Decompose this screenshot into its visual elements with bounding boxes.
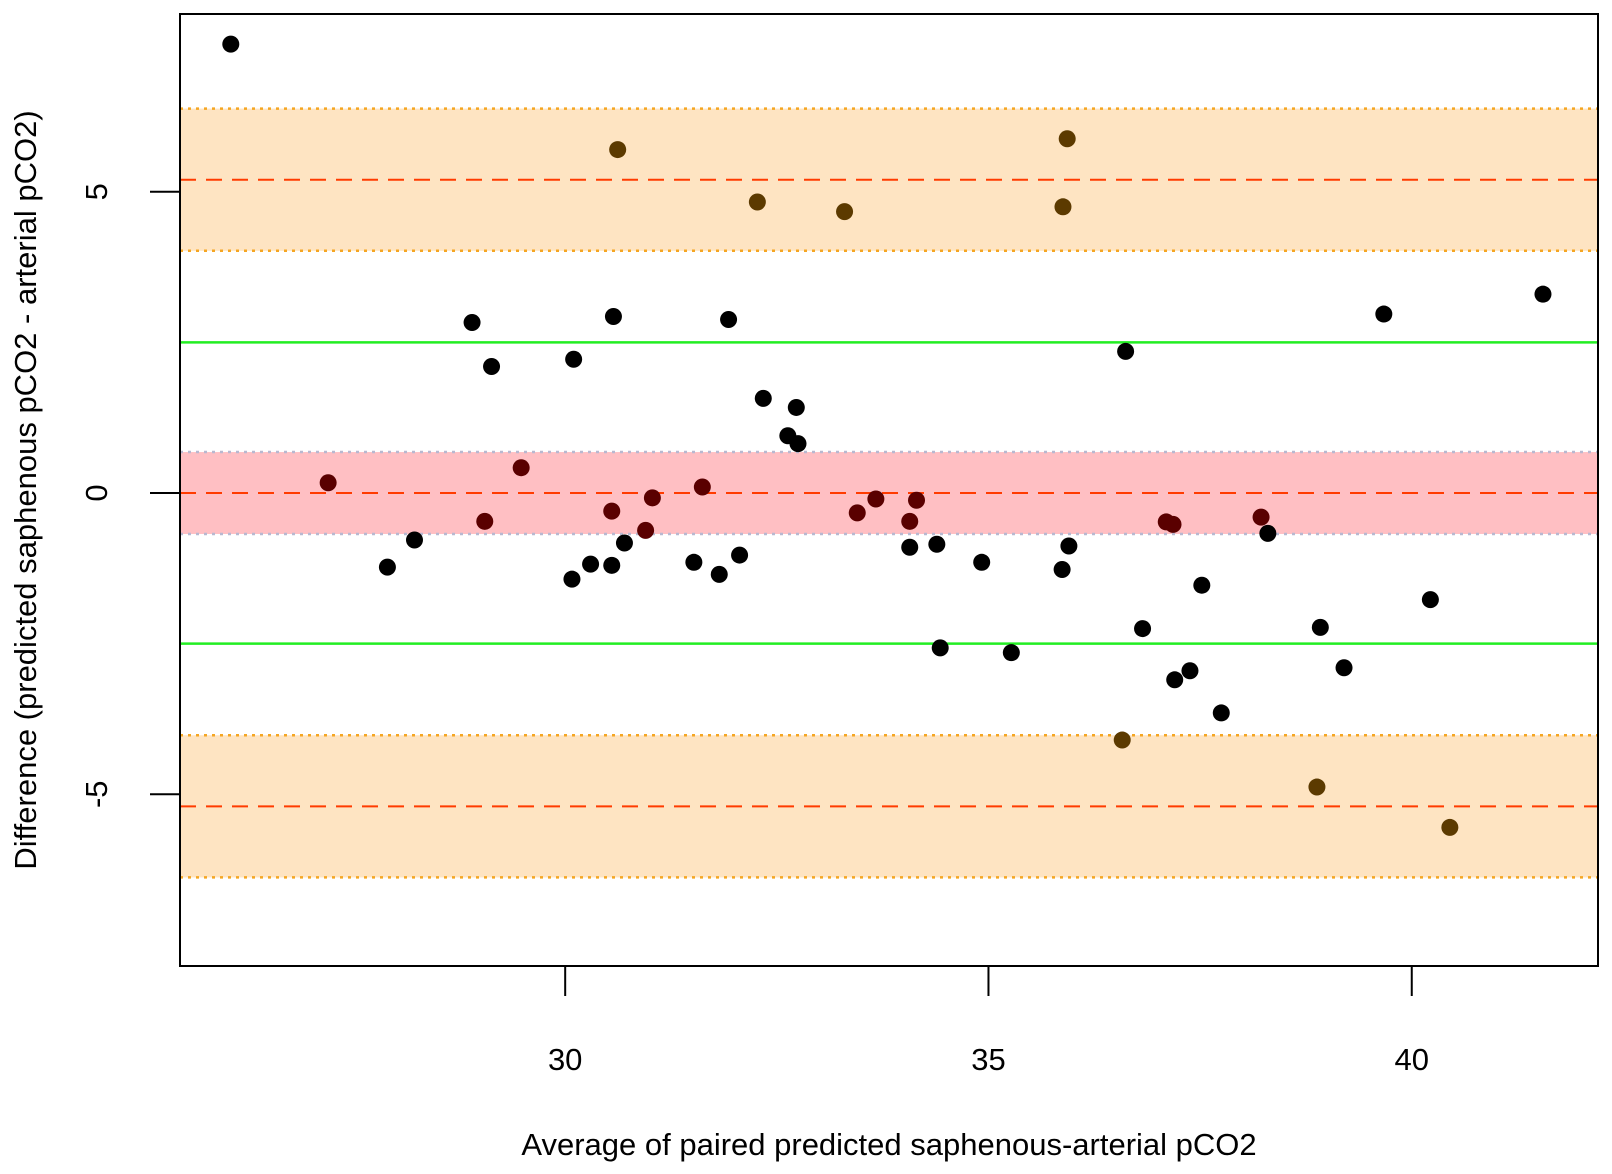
- x-axis-label: Average of paired predicted saphenous-ar…: [521, 1127, 1256, 1162]
- data-point-s0-4: [483, 357, 501, 375]
- data-point-s0-2: [405, 531, 423, 549]
- x-tick-label-35: 35: [971, 1042, 1005, 1077]
- data-point-s0-29: [1181, 662, 1199, 680]
- data-point-s2-5: [1113, 731, 1131, 749]
- data-point-s0-36: [1421, 591, 1439, 609]
- data-point-s0-10: [615, 534, 633, 552]
- data-point-s0-1: [378, 558, 396, 576]
- data-point-s1-5: [643, 489, 661, 507]
- data-point-s0-7: [582, 555, 600, 573]
- data-point-s1-10: [908, 491, 926, 509]
- data-point-s0-14: [731, 546, 749, 564]
- data-point-s0-6: [563, 570, 581, 588]
- data-point-s0-20: [928, 535, 946, 553]
- data-point-s0-25: [1060, 537, 1078, 555]
- data-point-s2-4: [1058, 130, 1076, 148]
- data-point-s2-3: [1054, 198, 1072, 216]
- x-tick-label-30: 30: [548, 1042, 582, 1077]
- data-point-s1-7: [848, 504, 866, 522]
- data-point-s0-37: [1534, 285, 1552, 303]
- data-point-s2-7: [1441, 818, 1459, 836]
- data-point-s0-34: [1335, 659, 1353, 677]
- data-point-s0-28: [1166, 671, 1184, 689]
- data-point-s0-9: [603, 556, 621, 574]
- y-axis: -5 0 5: [79, 183, 180, 808]
- data-point-s0-11: [685, 553, 703, 571]
- data-point-s2-6: [1308, 778, 1326, 796]
- data-point-s1-4: [637, 521, 655, 539]
- data-point-s0-30: [1193, 576, 1211, 594]
- data-point-s0-32: [1259, 524, 1277, 542]
- data-point-s0-27: [1134, 620, 1152, 638]
- plot-frame: [179, 13, 1599, 967]
- data-point-s1-13: [1252, 508, 1270, 526]
- data-point-s1-1: [476, 512, 494, 530]
- data-point-s0-24: [1053, 561, 1071, 579]
- data-point-s0-21: [931, 639, 949, 657]
- data-point-s0-26: [1117, 342, 1135, 360]
- data-point-s0-8: [604, 307, 622, 325]
- y-tick-label-0: 0: [79, 484, 114, 501]
- data-point-s1-12: [1164, 515, 1182, 533]
- data-point-s0-5: [565, 350, 583, 368]
- data-point-s1-6: [693, 478, 711, 496]
- data-point-s0-3: [463, 313, 481, 331]
- data-point-s0-22: [973, 553, 991, 571]
- data-point-s1-9: [901, 512, 919, 530]
- y-axis-label: Difference (predicted saphenous pCO2 - a…: [8, 110, 43, 869]
- data-point-s1-8: [867, 490, 885, 508]
- reference-lines: [180, 107, 1598, 879]
- data-point-s1-2: [512, 459, 530, 477]
- y-tick-label-5: 5: [79, 183, 114, 200]
- x-tick-label-40: 40: [1395, 1042, 1429, 1077]
- data-point-s0-19: [901, 538, 919, 556]
- data-point-s0-18: [789, 435, 807, 453]
- data-point-s2-2: [836, 203, 854, 221]
- data-point-s1-0: [319, 474, 337, 492]
- data-points: [222, 35, 1552, 836]
- y-tick-label--5: -5: [79, 780, 114, 808]
- data-point-s0-31: [1212, 704, 1230, 722]
- data-point-s2-0: [609, 141, 627, 159]
- x-axis: 30 35 40: [548, 966, 1429, 1077]
- data-point-s0-35: [1375, 305, 1393, 323]
- data-point-s0-13: [720, 310, 738, 328]
- data-point-s0-23: [1002, 644, 1020, 662]
- data-point-s2-1: [748, 193, 766, 211]
- data-point-s1-3: [603, 502, 621, 520]
- data-point-s0-12: [710, 565, 728, 583]
- data-point-s0-0: [222, 35, 240, 53]
- data-point-s0-17: [787, 398, 805, 416]
- data-point-s0-15: [754, 389, 772, 407]
- data-point-s0-33: [1311, 618, 1329, 636]
